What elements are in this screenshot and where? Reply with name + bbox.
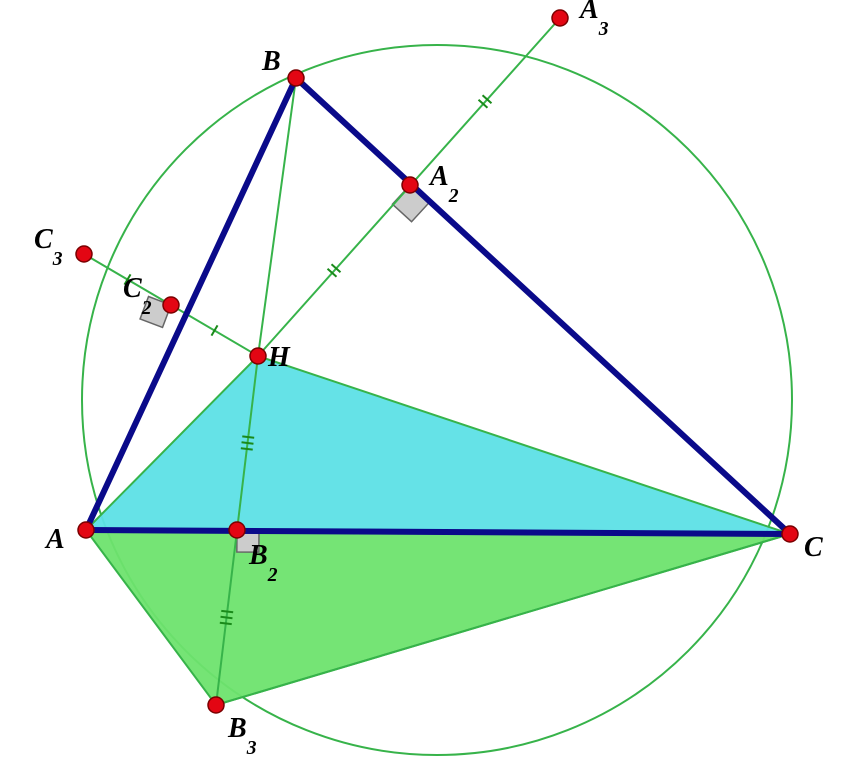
label-C2: C2: [123, 273, 152, 319]
tick-B2-B3: [221, 611, 233, 612]
tick-H-B2: [242, 442, 254, 443]
point-C3: [76, 246, 92, 262]
geometry-diagram: ABCHA2A3B2B3C2C3: [0, 0, 855, 780]
label-C: C: [804, 532, 823, 563]
label-A: A: [44, 524, 65, 555]
point-A2: [402, 177, 418, 193]
point-C: [782, 526, 798, 542]
side-AC: [86, 530, 790, 534]
triangle-AHC: [86, 356, 790, 534]
point-A3: [552, 10, 568, 26]
triangle-AB3C: [86, 530, 790, 705]
label-B3: B3: [227, 713, 257, 759]
label-H: H: [267, 342, 291, 373]
point-H: [250, 348, 266, 364]
tick-H-B2: [242, 436, 254, 437]
point-A: [78, 522, 94, 538]
tick-B2-B3: [221, 617, 233, 618]
point-B3: [208, 697, 224, 713]
label-C3: C3: [34, 224, 63, 270]
point-B2: [229, 522, 245, 538]
tick-H-C2: [211, 325, 217, 335]
label-A2: A2: [428, 161, 459, 207]
point-C2: [163, 297, 179, 313]
tick-B2-B3: [220, 623, 232, 624]
tick-H-B2: [241, 448, 253, 449]
point-B: [288, 70, 304, 86]
label-B: B: [261, 46, 281, 77]
label-A3: A3: [578, 0, 609, 40]
